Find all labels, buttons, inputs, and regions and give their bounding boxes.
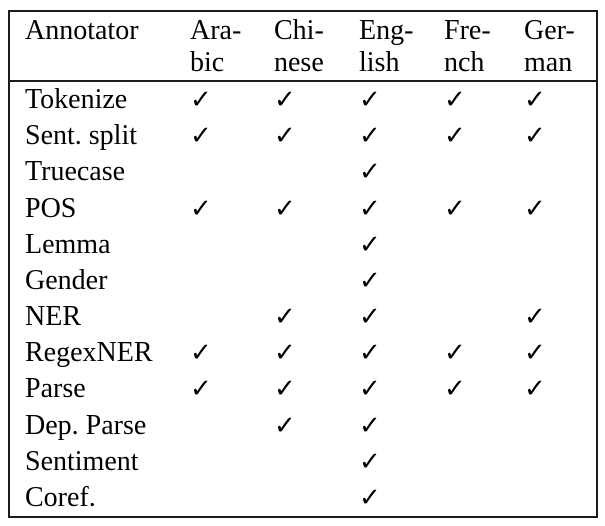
check-cell-arabic: ✓ xyxy=(190,121,212,152)
check-cell-english: ✓ xyxy=(359,157,381,188)
annotator-label: Sentiment xyxy=(25,445,139,477)
header-chinese-line1: Chi- xyxy=(274,15,324,46)
check-cell-english: ✓ xyxy=(359,446,381,477)
check-cell-arabic: ✓ xyxy=(190,338,212,369)
header-german: Ger- man xyxy=(519,15,596,80)
check-cell-french: ✓ xyxy=(444,374,466,405)
header-chinese: Chi- nese xyxy=(269,15,354,80)
header-english-line2: lish xyxy=(359,47,400,78)
check-cell-german: ✓ xyxy=(524,121,546,152)
check-cell-chinese: ✓ xyxy=(274,121,296,152)
header-chinese-line2: nese xyxy=(274,47,324,78)
table-header-row: Annotator Ara- bic Chi- nese Eng- lish F… xyxy=(10,12,596,82)
table-row-coref: Coref. ✓ xyxy=(10,480,596,516)
header-arabic-line1: Ara- xyxy=(190,15,242,46)
annotator-label: RegexNER xyxy=(25,337,153,369)
annotator-language-table: Annotator Ara- bic Chi- nese Eng- lish F… xyxy=(8,10,598,518)
annotator-label: POS xyxy=(25,192,77,224)
annotator-label: Truecase xyxy=(25,156,126,188)
table-body: Tokenize ✓ ✓ ✓ ✓ ✓ Sent. split ✓ ✓ ✓ ✓ ✓… xyxy=(10,82,596,516)
table-row-ner: NER ✓ ✓ ✓ xyxy=(10,299,596,335)
header-french-line2: nch xyxy=(444,47,485,78)
table-row-pos: POS ✓ ✓ ✓ ✓ ✓ xyxy=(10,191,596,227)
table-row-lemma: Lemma ✓ xyxy=(10,227,596,263)
check-cell-arabic: ✓ xyxy=(190,85,212,116)
annotator-label: Tokenize xyxy=(25,84,128,116)
header-french: Fre- nch xyxy=(439,15,519,80)
header-english-line1: Eng- xyxy=(359,15,414,46)
check-cell-english: ✓ xyxy=(359,410,381,441)
check-cell-english: ✓ xyxy=(359,265,381,296)
check-cell-german: ✓ xyxy=(524,302,546,333)
header-english: Eng- lish xyxy=(354,15,439,80)
header-french-line1: Fre- xyxy=(444,15,491,46)
check-cell-english: ✓ xyxy=(359,193,381,224)
check-cell-chinese: ✓ xyxy=(274,193,296,224)
check-cell-chinese: ✓ xyxy=(274,410,296,441)
table-row-gender: Gender ✓ xyxy=(10,263,596,299)
header-german-line2: man xyxy=(524,47,573,78)
annotator-label: NER xyxy=(25,301,81,333)
annotator-label: Coref. xyxy=(25,481,96,513)
header-arabic: Ara- bic xyxy=(185,15,269,80)
table-row-truecase: Truecase ✓ xyxy=(10,154,596,190)
header-annotator-label: Annotator xyxy=(25,15,139,46)
check-cell-french: ✓ xyxy=(444,121,466,152)
check-cell-english: ✓ xyxy=(359,85,381,116)
check-cell-english: ✓ xyxy=(359,338,381,369)
header-arabic-line2: bic xyxy=(190,47,225,78)
check-cell-chinese: ✓ xyxy=(274,338,296,369)
check-cell-german: ✓ xyxy=(524,374,546,405)
table-row-sentiment: Sentiment ✓ xyxy=(10,444,596,480)
check-cell-chinese: ✓ xyxy=(274,85,296,116)
annotator-label: Dep. Parse xyxy=(25,409,147,441)
check-cell-french: ✓ xyxy=(444,338,466,369)
header-annotator: Annotator xyxy=(10,15,185,80)
header-german-line1: Ger- xyxy=(524,15,575,46)
check-cell-german: ✓ xyxy=(524,193,546,224)
annotator-label: Gender xyxy=(25,264,108,296)
annotator-label: Sent. split xyxy=(25,120,138,152)
check-cell-arabic: ✓ xyxy=(190,193,212,224)
annotator-label: Lemma xyxy=(25,228,111,260)
table-row-parse: Parse ✓ ✓ ✓ ✓ ✓ xyxy=(10,371,596,407)
check-cell-french: ✓ xyxy=(444,85,466,116)
check-cell-french: ✓ xyxy=(444,193,466,224)
check-cell-english: ✓ xyxy=(359,482,381,513)
table-row-tokenize: Tokenize ✓ ✓ ✓ ✓ ✓ xyxy=(10,82,596,118)
annotator-label: Parse xyxy=(25,373,86,405)
table-row-regexner: RegexNER ✓ ✓ ✓ ✓ ✓ xyxy=(10,335,596,371)
table-row-sent-split: Sent. split ✓ ✓ ✓ ✓ ✓ xyxy=(10,118,596,154)
check-cell-english: ✓ xyxy=(359,121,381,152)
check-cell-chinese: ✓ xyxy=(274,374,296,405)
check-cell-english: ✓ xyxy=(359,229,381,260)
table-row-dep-parse: Dep. Parse ✓ ✓ xyxy=(10,408,596,444)
check-cell-english: ✓ xyxy=(359,374,381,405)
check-cell-german: ✓ xyxy=(524,85,546,116)
check-cell-english: ✓ xyxy=(359,302,381,333)
check-cell-arabic: ✓ xyxy=(190,374,212,405)
check-cell-chinese: ✓ xyxy=(274,302,296,333)
check-cell-german: ✓ xyxy=(524,338,546,369)
